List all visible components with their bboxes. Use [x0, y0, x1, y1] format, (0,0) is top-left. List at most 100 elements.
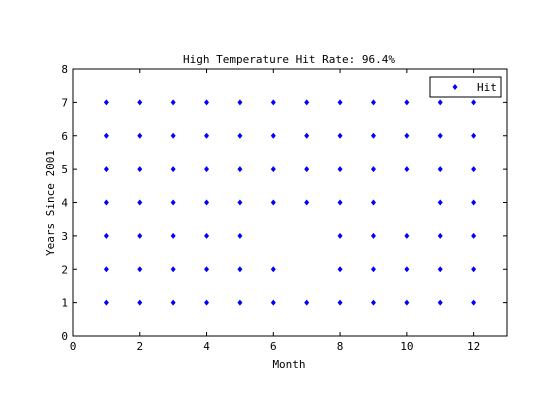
data-point	[370, 232, 376, 239]
data-point	[337, 99, 343, 106]
y-tick-label: 3	[61, 230, 68, 243]
data-point	[370, 266, 376, 273]
data-point	[304, 166, 310, 173]
data-point	[337, 199, 343, 206]
data-point	[204, 166, 210, 173]
y-tick-label: 2	[61, 263, 68, 276]
data-point	[370, 166, 376, 173]
data-point	[404, 266, 410, 273]
data-point	[204, 232, 210, 239]
legend-marker-diamond-icon	[452, 84, 458, 90]
data-point	[437, 232, 443, 239]
data-point	[237, 299, 243, 306]
data-point	[204, 266, 210, 273]
data-point	[137, 299, 143, 306]
data-point	[404, 299, 410, 306]
y-axis-label: Years Since 2001	[44, 150, 57, 256]
data-point	[270, 132, 276, 139]
data-point	[304, 132, 310, 139]
data-point	[437, 166, 443, 173]
data-point	[170, 199, 176, 206]
data-point	[471, 232, 477, 239]
data-point	[404, 132, 410, 139]
data-point	[237, 199, 243, 206]
data-point	[270, 299, 276, 306]
data-point	[437, 132, 443, 139]
data-point	[337, 166, 343, 173]
data-point	[437, 266, 443, 273]
data-point	[270, 199, 276, 206]
data-point	[170, 299, 176, 306]
data-point	[103, 266, 109, 273]
data-point	[437, 299, 443, 306]
y-tick-label: 8	[61, 63, 68, 76]
legend-label-hit: Hit	[477, 81, 497, 94]
legend: Hit	[429, 76, 502, 98]
x-tick-label: 12	[467, 340, 480, 353]
data-point	[204, 132, 210, 139]
data-point	[103, 132, 109, 139]
data-point	[337, 266, 343, 273]
legend-box	[429, 76, 502, 98]
data-point	[204, 299, 210, 306]
data-point	[237, 99, 243, 106]
data-point	[370, 99, 376, 106]
data-point	[337, 299, 343, 306]
data-point	[170, 99, 176, 106]
data-point	[103, 299, 109, 306]
y-tick-label: 0	[61, 330, 68, 343]
x-tick-label: 10	[400, 340, 413, 353]
data-point	[170, 266, 176, 273]
data-point	[204, 199, 210, 206]
y-tick-label: 5	[61, 163, 68, 176]
data-point	[304, 199, 310, 206]
data-point	[370, 199, 376, 206]
x-axis-label: Month	[272, 358, 305, 371]
data-point	[471, 132, 477, 139]
data-point	[237, 166, 243, 173]
data-point	[437, 199, 443, 206]
data-point	[137, 166, 143, 173]
data-point	[137, 232, 143, 239]
data-point	[270, 99, 276, 106]
data-point	[404, 166, 410, 173]
y-tick-label: 7	[61, 96, 68, 109]
data-point	[137, 132, 143, 139]
data-point	[103, 199, 109, 206]
data-point	[337, 232, 343, 239]
y-tick-label: 1	[61, 297, 68, 310]
data-point	[237, 232, 243, 239]
data-point	[170, 132, 176, 139]
data-point	[404, 232, 410, 239]
data-point	[471, 166, 477, 173]
data-point	[471, 199, 477, 206]
x-tick-label: 4	[203, 340, 210, 353]
data-point	[237, 266, 243, 273]
data-point	[304, 99, 310, 106]
data-point	[204, 99, 210, 106]
data-point	[137, 199, 143, 206]
data-point	[471, 99, 477, 106]
data-point	[103, 166, 109, 173]
data-point	[103, 99, 109, 106]
y-tick-label: 4	[61, 197, 68, 210]
data-point	[471, 266, 477, 273]
y-tick-label: 6	[61, 130, 68, 143]
data-point	[471, 299, 477, 306]
data-point	[170, 166, 176, 173]
data-point	[137, 99, 143, 106]
chart-title: High Temperature Hit Rate: 96.4%	[183, 53, 395, 66]
data-point	[337, 132, 343, 139]
x-tick-label: 0	[70, 340, 77, 353]
x-tick-label: 6	[270, 340, 277, 353]
x-tick-label: 2	[136, 340, 143, 353]
data-point	[370, 132, 376, 139]
data-point	[404, 99, 410, 106]
data-point	[137, 266, 143, 273]
data-point	[304, 299, 310, 306]
x-tick-label: 8	[337, 340, 344, 353]
data-point	[270, 266, 276, 273]
